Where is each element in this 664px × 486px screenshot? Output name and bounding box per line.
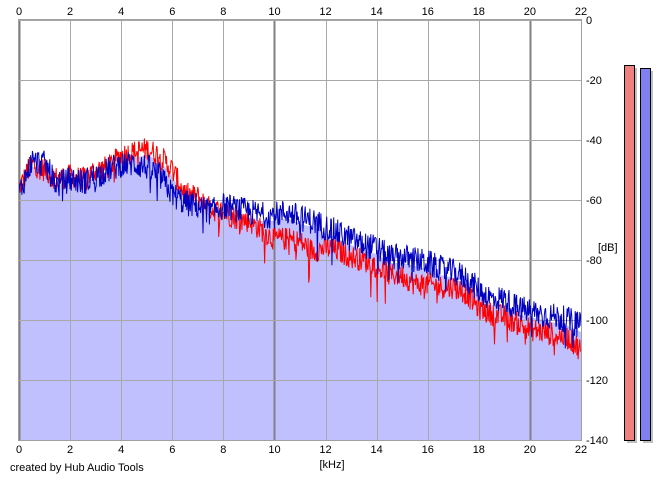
- x-tick-label-bottom: 10: [268, 444, 280, 456]
- x-tick-label-bottom: 4: [118, 444, 124, 456]
- series-layer: [18, 138, 582, 360]
- y-tick-label: -80: [586, 255, 602, 267]
- x-tick-label-bottom: 12: [319, 444, 331, 456]
- x-tick-label-top: 12: [319, 6, 331, 18]
- x-tick-label-bottom: 16: [422, 444, 434, 456]
- x-tick-label-bottom: 14: [371, 444, 383, 456]
- x-tick-label-top: 10: [268, 6, 280, 18]
- plot-frame: [18, 19, 582, 441]
- x-tick-label-top: 0: [16, 6, 22, 18]
- x-tick-label-bottom: 18: [473, 444, 485, 456]
- y-tick-label: -60: [586, 195, 602, 207]
- x-tick-label-bottom: 20: [524, 444, 536, 456]
- x-axis-bottom-labels: 0 2 4 6 8 10 12 14 16 18 20 22: [16, 444, 587, 456]
- credit-text: created by Hub Audio Tools: [10, 462, 144, 474]
- y-tick-label: -140: [586, 435, 608, 447]
- y-tick-label: -20: [586, 75, 602, 87]
- x-tick-label-bottom: 22: [575, 444, 587, 456]
- x-tick-label-top: 6: [169, 6, 175, 18]
- y-axis-title: [dB]: [598, 242, 618, 254]
- x-tick-label-top: 20: [524, 6, 536, 18]
- x-tick-label-bottom: 0: [16, 444, 22, 456]
- series-line-blue: [18, 150, 582, 349]
- y-tick-label: -100: [586, 315, 608, 327]
- spectrum-fill-layer: [19, 155, 581, 440]
- x-axis-title: [kHz]: [319, 459, 344, 471]
- level-meters: [624, 65, 653, 443]
- x-tick-label-top: 22: [575, 6, 587, 18]
- level-meter-left: [624, 65, 635, 441]
- x-tick-label-bottom: 2: [67, 444, 73, 456]
- level-meter-right: [640, 68, 651, 441]
- x-tick-label-top: 8: [220, 6, 226, 18]
- y-tick-label: -120: [586, 375, 608, 387]
- x-tick-label-top: 18: [473, 6, 485, 18]
- x-tick-label-top: 4: [118, 6, 124, 18]
- x-tick-label-top: 16: [422, 6, 434, 18]
- x-tick-label-top: 2: [67, 6, 73, 18]
- x-tick-label-bottom: 8: [220, 444, 226, 456]
- y-tick-label: 0: [586, 15, 592, 27]
- spectrum-fill-area: [19, 155, 581, 440]
- x-tick-label-top: 14: [371, 6, 383, 18]
- y-tick-label: -40: [586, 135, 602, 147]
- x-tick-label-bottom: 6: [169, 444, 175, 456]
- y-axis-labels: 0 -20 -40 -60 -80 -100 -120 -140: [586, 15, 608, 447]
- x-axis-top-labels: 0 2 4 6 8 10 12 14 16 18 20 22: [16, 6, 587, 18]
